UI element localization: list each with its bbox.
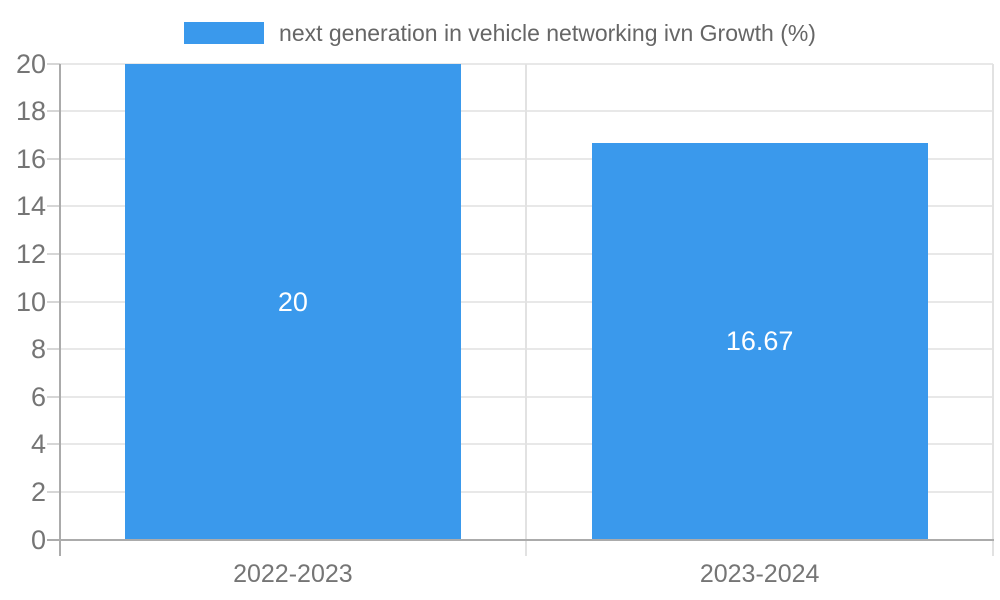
legend[interactable]: next generation in vehicle networking iv…	[0, 21, 1000, 45]
y-tick-label: 20	[15, 48, 46, 79]
category-divider	[525, 63, 528, 556]
x-category-label: 2023-2024	[699, 560, 820, 588]
y-tick-label: 6	[30, 381, 46, 412]
bar-value-label: 20	[277, 286, 308, 317]
y-tick-label: 12	[15, 238, 46, 269]
y-tick-label: 14	[15, 191, 46, 222]
y-tick	[47, 490, 60, 493]
y-tick	[47, 252, 60, 255]
bar[interactable]	[124, 63, 461, 540]
legend-swatch	[184, 22, 265, 44]
y-tick-label: 4	[30, 429, 46, 460]
y-tick	[47, 300, 60, 303]
y-tick-label: 10	[15, 286, 46, 317]
y-tick-label: 18	[15, 96, 46, 127]
y-tick	[47, 62, 60, 65]
y-axis-line	[58, 63, 61, 556]
x-category-label: 2022-2023	[233, 560, 353, 588]
bar[interactable]	[591, 142, 928, 540]
y-tick	[47, 348, 60, 351]
legend-label: next generation in vehicle networking iv…	[279, 20, 816, 46]
y-tick	[47, 443, 60, 446]
y-tick-label: 2	[30, 476, 46, 507]
y-tick	[47, 157, 60, 160]
y-tick	[47, 110, 60, 113]
y-tick-label: 16	[15, 143, 46, 174]
y-tick-label: 0	[30, 524, 46, 555]
x-axis-line	[47, 538, 994, 541]
y-tick-label: 8	[30, 334, 46, 365]
y-tick	[47, 395, 60, 398]
plot-right-border	[992, 63, 994, 556]
bar-value-label: 16.67	[725, 326, 794, 357]
y-tick	[47, 205, 60, 208]
